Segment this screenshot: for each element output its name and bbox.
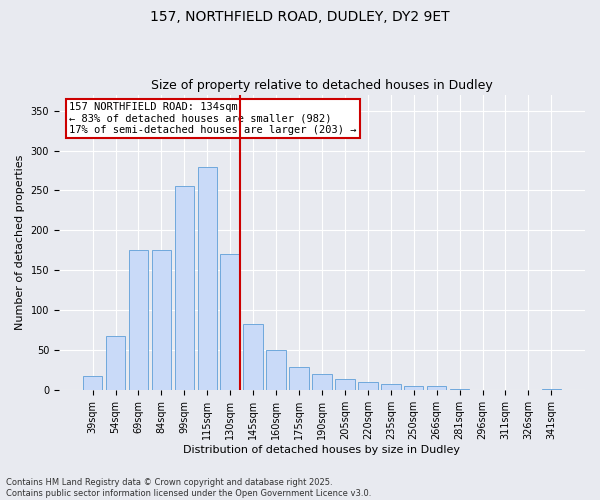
Bar bbox=[83, 376, 103, 390]
Bar bbox=[542, 388, 561, 390]
Text: 157, NORTHFIELD ROAD, DUDLEY, DY2 9ET: 157, NORTHFIELD ROAD, DUDLEY, DY2 9ET bbox=[150, 10, 450, 24]
Bar bbox=[128, 250, 148, 390]
Bar bbox=[289, 367, 309, 390]
Bar bbox=[152, 250, 171, 390]
Text: 157 NORTHFIELD ROAD: 134sqm
← 83% of detached houses are smaller (982)
17% of se: 157 NORTHFIELD ROAD: 134sqm ← 83% of det… bbox=[70, 102, 357, 135]
Bar bbox=[220, 254, 240, 390]
Bar bbox=[266, 350, 286, 391]
Bar bbox=[404, 386, 424, 390]
Y-axis label: Number of detached properties: Number of detached properties bbox=[15, 155, 25, 330]
Bar bbox=[197, 166, 217, 390]
Text: Contains HM Land Registry data © Crown copyright and database right 2025.
Contai: Contains HM Land Registry data © Crown c… bbox=[6, 478, 371, 498]
Bar bbox=[381, 384, 401, 390]
Bar bbox=[106, 336, 125, 390]
Bar bbox=[244, 324, 263, 390]
Bar bbox=[175, 186, 194, 390]
X-axis label: Distribution of detached houses by size in Dudley: Distribution of detached houses by size … bbox=[184, 445, 460, 455]
Bar bbox=[450, 388, 469, 390]
Title: Size of property relative to detached houses in Dudley: Size of property relative to detached ho… bbox=[151, 79, 493, 92]
Bar bbox=[427, 386, 446, 390]
Bar bbox=[358, 382, 377, 390]
Bar bbox=[335, 379, 355, 390]
Bar bbox=[312, 374, 332, 390]
